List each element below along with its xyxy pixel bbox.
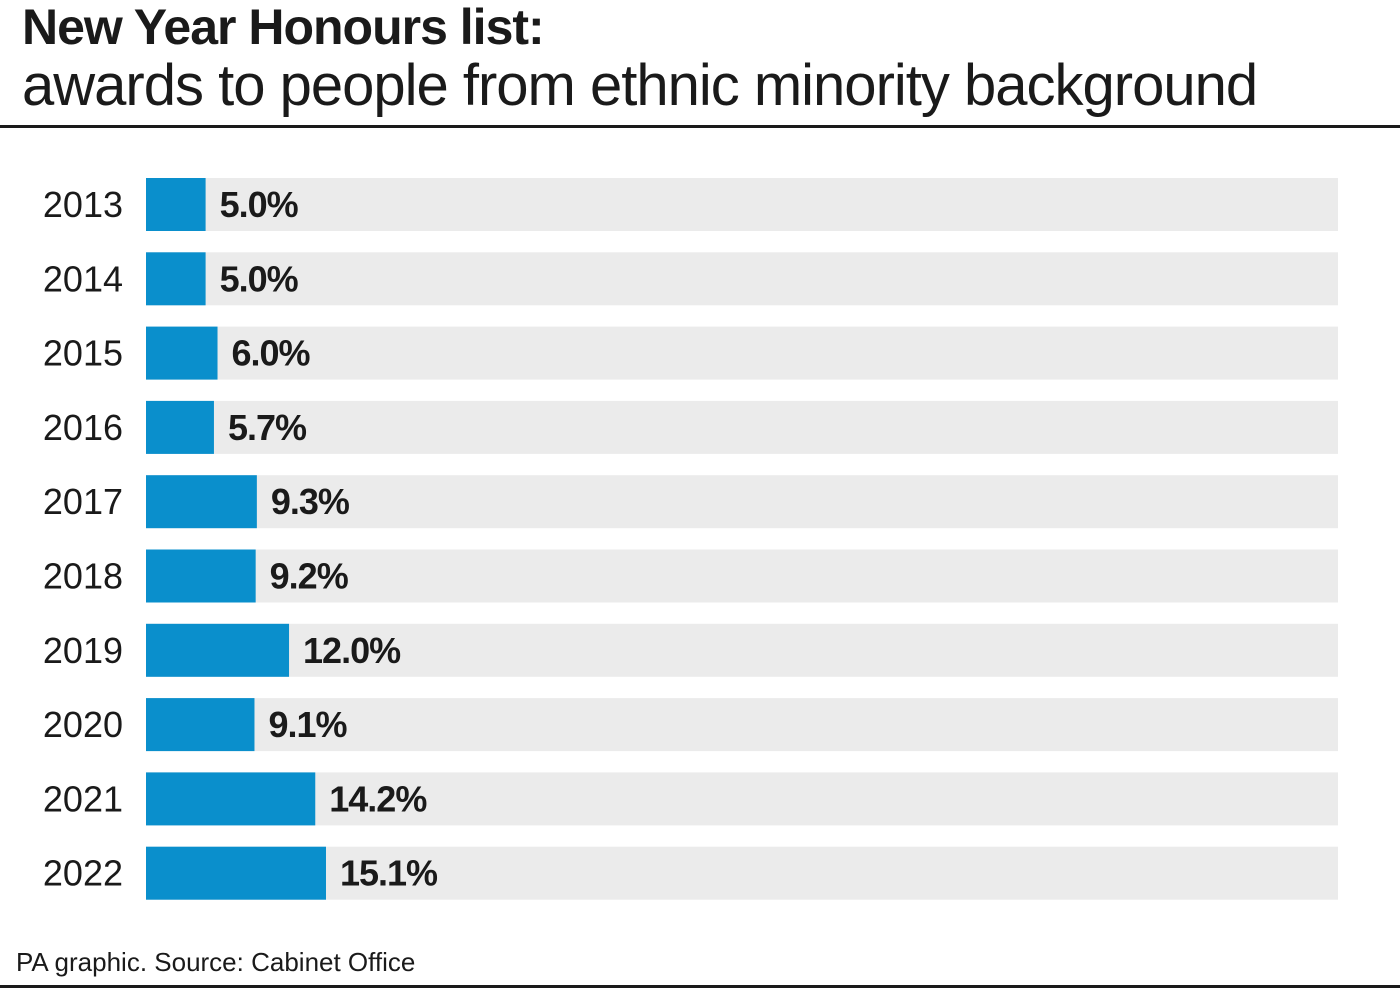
data-label-2020: 9.1%: [268, 704, 347, 745]
bar-track-2014: [146, 252, 1338, 306]
data-label-2017: 9.3%: [271, 481, 350, 522]
bottom-rule: [0, 985, 1400, 988]
bar-2013: [146, 178, 206, 231]
bar-track-2019: [146, 623, 1338, 677]
bar-track-2020: [146, 698, 1338, 752]
category-label-2013: 2013: [43, 184, 123, 225]
bar-2017: [146, 475, 257, 529]
data-label-2018: 9.2%: [270, 556, 349, 597]
bar-2019: [146, 623, 290, 677]
bar-2014: [146, 252, 206, 306]
category-label-2015: 2015: [43, 333, 123, 374]
data-label-2013: 5.0%: [220, 184, 299, 225]
category-label-2020: 2020: [43, 704, 123, 745]
chart-title: New Year Honours list:: [22, 0, 545, 55]
category-label-2018: 2018: [43, 556, 123, 597]
category-label-2016: 2016: [43, 407, 123, 448]
category-label-2022: 2022: [43, 853, 123, 894]
data-label-2015: 6.0%: [232, 333, 311, 374]
data-label-2016: 5.7%: [228, 407, 307, 448]
bar-2020: [146, 698, 255, 752]
bar-track-2015: [146, 326, 1338, 380]
source-note: PA graphic. Source: Cabinet Office: [16, 947, 416, 977]
bar-track-2017: [146, 475, 1338, 529]
chart-subtitle: awards to people from ethnic minority ba…: [22, 53, 1258, 118]
data-label-2021: 14.2%: [329, 778, 427, 819]
bar-2021: [146, 772, 316, 826]
category-label-2014: 2014: [43, 258, 123, 299]
top-rule: [0, 125, 1400, 128]
category-label-2019: 2019: [43, 630, 123, 671]
bar-track-2021: [146, 772, 1338, 826]
bar-2022: [146, 846, 326, 900]
bar-track-2016: [146, 400, 1338, 454]
bar-track-2018: [146, 549, 1338, 603]
data-label-2014: 5.0%: [220, 258, 299, 299]
data-label-2022: 15.1%: [340, 853, 438, 894]
bar-track-2013: [146, 178, 1338, 231]
category-label-2021: 2021: [43, 778, 123, 819]
bar-2015: [146, 326, 218, 380]
bar-2016: [146, 400, 214, 454]
bar-track-2022: [146, 846, 1338, 900]
category-label-2017: 2017: [43, 481, 123, 522]
bar-2018: [146, 549, 256, 603]
data-label-2019: 12.0%: [303, 630, 401, 671]
